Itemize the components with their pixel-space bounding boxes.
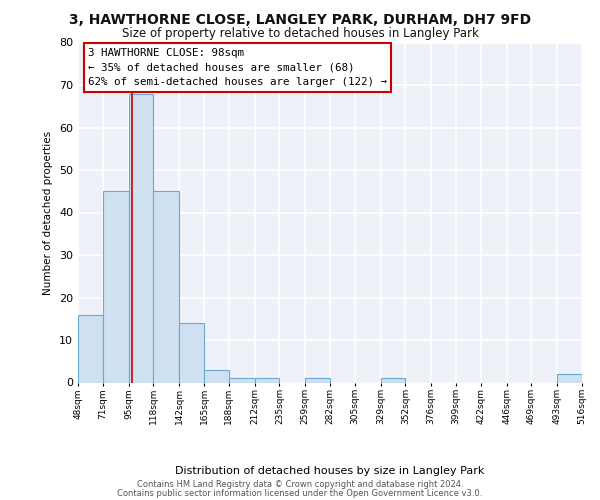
Bar bbox=[254, 378, 280, 382]
Bar bbox=[305, 378, 330, 382]
Bar bbox=[103, 191, 128, 382]
Text: Size of property relative to detached houses in Langley Park: Size of property relative to detached ho… bbox=[122, 28, 478, 40]
Bar bbox=[78, 314, 103, 382]
Text: 3, HAWTHORNE CLOSE, LANGLEY PARK, DURHAM, DH7 9FD: 3, HAWTHORNE CLOSE, LANGLEY PARK, DURHAM… bbox=[69, 12, 531, 26]
Bar bbox=[204, 370, 229, 382]
Bar bbox=[128, 94, 154, 383]
Bar bbox=[154, 191, 179, 382]
Bar bbox=[179, 323, 204, 382]
Text: Contains public sector information licensed under the Open Government Licence v3: Contains public sector information licen… bbox=[118, 488, 482, 498]
Text: 3 HAWTHORNE CLOSE: 98sqm
← 35% of detached houses are smaller (68)
62% of semi-d: 3 HAWTHORNE CLOSE: 98sqm ← 35% of detach… bbox=[88, 48, 387, 87]
Y-axis label: Number of detached properties: Number of detached properties bbox=[43, 130, 53, 294]
Text: Contains HM Land Registry data © Crown copyright and database right 2024.: Contains HM Land Registry data © Crown c… bbox=[137, 480, 463, 489]
Bar bbox=[380, 378, 406, 382]
Bar bbox=[229, 378, 254, 382]
Bar bbox=[557, 374, 582, 382]
X-axis label: Distribution of detached houses by size in Langley Park: Distribution of detached houses by size … bbox=[175, 466, 485, 476]
